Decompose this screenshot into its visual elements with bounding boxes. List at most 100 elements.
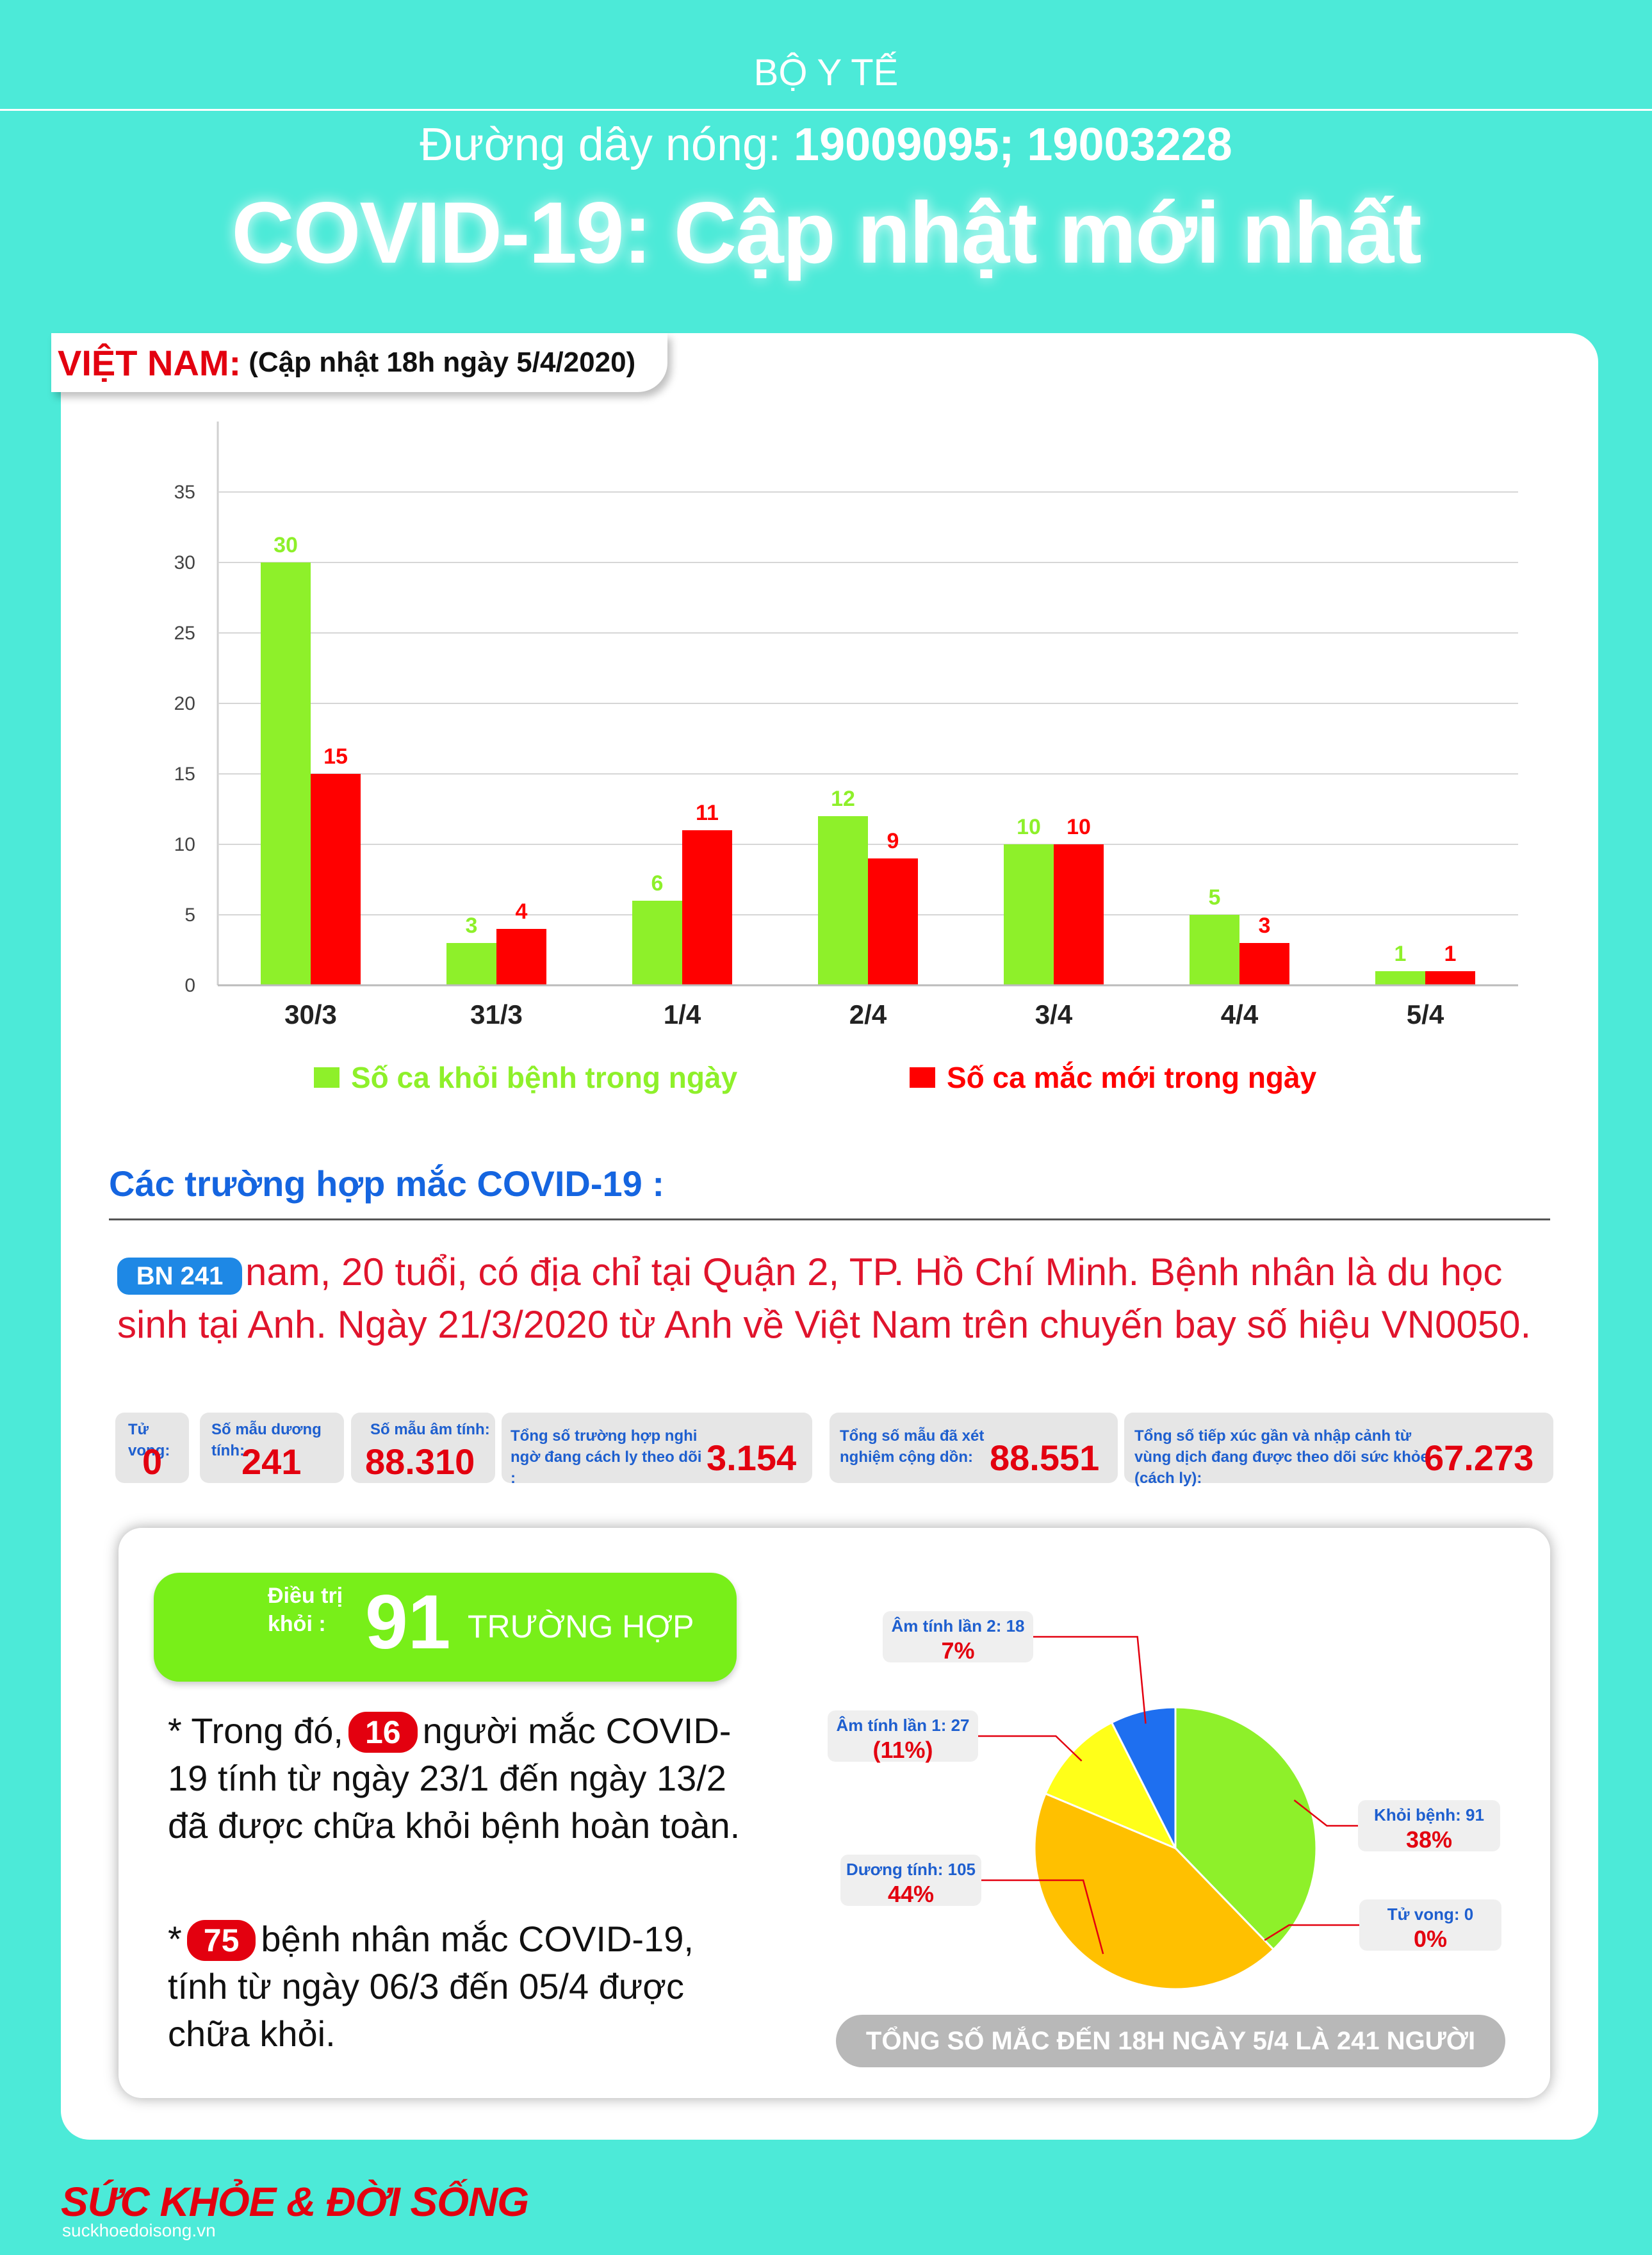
recovered-number: 91 xyxy=(365,1579,451,1665)
x-tick-label: 1/4 xyxy=(664,999,701,1029)
bar-recovered xyxy=(632,901,682,985)
recovery-note-1: * Trong đó, 16 người mắc COVID-19 tính từ … xyxy=(168,1707,744,1849)
stat-label: Tử vong: xyxy=(128,1421,170,1459)
stat-label: Số mẫu dương tính: xyxy=(211,1421,322,1459)
legend-swatch-new xyxy=(910,1067,935,1088)
legend-label-new: Số ca mắc mới trong ngày xyxy=(947,1061,1317,1094)
stat-tested: Tổng số mẫu đã xét nghiệm cộng dồn: 88.5… xyxy=(830,1413,1118,1483)
pie-label-text: Dương tính: 105 xyxy=(846,1860,976,1879)
case-description: nam, 20 tuổi, có địa chỉ tại Quận 2, TP.… xyxy=(117,1250,1532,1346)
stat-monitored: Tổng số tiếp xúc gần và nhập cảnh từ vùn… xyxy=(1124,1413,1553,1487)
bar-new-cases xyxy=(1425,971,1475,985)
logo-text: SỨC KHỎE & ĐỜI SỐNG xyxy=(61,2179,529,2225)
cases-heading: Các trường hợp mắc COVID-19 : xyxy=(109,1163,664,1204)
legend-item-new: Số ca mắc mới trong ngày xyxy=(910,1060,1316,1095)
pie-slice-positive xyxy=(1033,1792,1275,1990)
pie-label-pct: (11%) xyxy=(872,1737,933,1763)
stat-value: 88.310 xyxy=(365,1441,475,1482)
hotline: Đường dây nóng: 19009095; 19003228 xyxy=(0,119,1652,171)
pie-label-recovered: Khỏi bệnh: 91 38% xyxy=(1358,1800,1500,1853)
pie-label-positive: Dương tính: 105 44% xyxy=(840,1855,981,1907)
pie-slice-recovered xyxy=(1174,1706,1318,1951)
pie-label-deaths: Tử vong: 0 0% xyxy=(1359,1899,1501,1952)
bar-new-cases xyxy=(1239,943,1289,985)
note-prefix: * Trong đó, xyxy=(168,1710,343,1751)
recovered-label: Điều trị khỏi : xyxy=(268,1584,343,1636)
bar-recovered xyxy=(261,562,311,985)
bar-recovered xyxy=(446,943,496,985)
stat-value: 88.551 xyxy=(990,1438,1100,1478)
stat-label: Tổng số trường hợp nghi ngờ đang cách ly… xyxy=(511,1427,702,1487)
stat-label: Tổng số mẫu đã xét nghiệm cộng dồn: xyxy=(840,1427,985,1466)
bar-data-label: 5 xyxy=(1209,885,1221,910)
daily-cases-bar-chart: 05101520253035301530/33431/36111/41292/4… xyxy=(174,422,1518,1029)
bar-data-label: 1 xyxy=(1444,942,1457,966)
stat-label: Tổng số tiếp xúc gần và nhập cảnh từ vùn… xyxy=(1134,1427,1429,1487)
note-number-badge: 75 xyxy=(186,1920,256,1961)
stat-negative: Số mẫu âm tính: 88.310 xyxy=(351,1413,495,1483)
total-cases-banner: TỔNG SỐ MẮC ĐẾN 18H NGÀY 5/4 LÀ 241 NGƯỜ… xyxy=(836,2015,1505,2067)
pie-label-pct: 38% xyxy=(1405,1826,1453,1853)
pie-label-negative-1: Âm tính lần 1: 27 (11%) xyxy=(828,1710,978,1763)
pie-label-text: Tử vong: 0 xyxy=(1387,1905,1474,1924)
note-text: bệnh nhân mắc COVID-19, tính từ ngày 06/… xyxy=(168,1919,694,2054)
stat-suspected: Tổng số trường hợp nghi ngờ đang cách ly… xyxy=(502,1413,812,1487)
pie-leader-line xyxy=(1264,1924,1359,1941)
x-tick-label: 4/4 xyxy=(1221,999,1259,1029)
pie-label-text: Khỏi bệnh: 91 xyxy=(1374,1805,1484,1824)
x-tick-label: 3/4 xyxy=(1035,999,1073,1029)
bar-recovered xyxy=(1375,971,1425,985)
y-tick-label: 15 xyxy=(174,764,195,785)
pie-label-negative-2: Âm tính lần 2: 18 7% xyxy=(883,1611,1033,1664)
bar-data-label: 30 xyxy=(274,533,298,557)
bar-new-cases xyxy=(682,830,732,985)
recovered-unit: TRƯỜNG HỢP xyxy=(468,1609,694,1644)
bar-data-label: 6 xyxy=(651,871,664,896)
publisher-logo: SỨC KHỎE & ĐỜI SỐNG suckhoedoisong.vn xyxy=(61,2178,529,2241)
bar-data-label: 9 xyxy=(887,829,899,853)
bar-recovered xyxy=(818,816,868,985)
bar-data-label: 3 xyxy=(1259,914,1271,938)
legend-label-recovered: Số ca khỏi bệnh trong ngày xyxy=(351,1061,738,1094)
legend-item-recovered: Số ca khỏi bệnh trong ngày xyxy=(314,1060,737,1095)
bar-data-label: 10 xyxy=(1067,815,1091,839)
logo-url: suckhoedoisong.vn xyxy=(62,2220,216,2240)
bar-new-cases xyxy=(1054,844,1104,985)
stat-value: 241 xyxy=(241,1441,302,1482)
y-tick-label: 0 xyxy=(184,975,195,996)
pie-label-pct: 44% xyxy=(887,1881,935,1907)
update-time: (Cập nhật 18h ngày 5/4/2020) xyxy=(249,347,636,378)
recovery-note-2: * 75 bệnh nhân mắc COVID-19, tính từ ngày … xyxy=(168,1915,744,2058)
org-name: BỘ Y TẾ xyxy=(753,52,899,94)
hotline-numbers: 19009095; 19003228 xyxy=(794,119,1232,170)
country-label: VIỆT NAM: xyxy=(58,342,241,383)
bar-new-cases xyxy=(496,929,546,985)
bar-data-label: 15 xyxy=(323,744,348,769)
recovered-box: Điều trị khỏi : 91 TRƯỜNG HỢP xyxy=(154,1573,737,1682)
case-badge: BN 241 xyxy=(117,1258,242,1295)
y-tick-label: 30 xyxy=(174,552,195,573)
bar-data-label: 11 xyxy=(696,801,719,825)
pie-leader-line xyxy=(981,1879,1104,1955)
hotline-label: Đường dây nóng: xyxy=(420,119,794,170)
bar-data-label: 4 xyxy=(516,899,528,924)
y-tick-label: 5 xyxy=(184,905,195,926)
bar-data-label: 12 xyxy=(831,787,855,811)
pie-label-pct: 7% xyxy=(941,1637,975,1664)
stat-value: 0 xyxy=(142,1441,163,1482)
bar-recovered xyxy=(1004,844,1054,985)
cases-divider xyxy=(109,1218,1550,1220)
x-tick-label: 30/3 xyxy=(284,999,337,1029)
stat-deaths: Tử vong: 0 xyxy=(115,1413,189,1483)
pie-leader-line xyxy=(1033,1636,1147,1724)
y-tick-label: 20 xyxy=(174,693,195,714)
x-tick-label: 31/3 xyxy=(470,999,523,1029)
bar-data-label: 1 xyxy=(1394,942,1407,966)
bar-new-cases xyxy=(868,858,918,985)
header-divider xyxy=(0,109,1652,111)
stat-value: 3.154 xyxy=(707,1438,797,1478)
page-title: COVID-19: Cập nhật mới nhất xyxy=(231,184,1421,281)
bar-recovered xyxy=(1190,915,1239,985)
pie-leader-line xyxy=(1293,1799,1358,1827)
stat-value: 67.273 xyxy=(1424,1438,1534,1478)
